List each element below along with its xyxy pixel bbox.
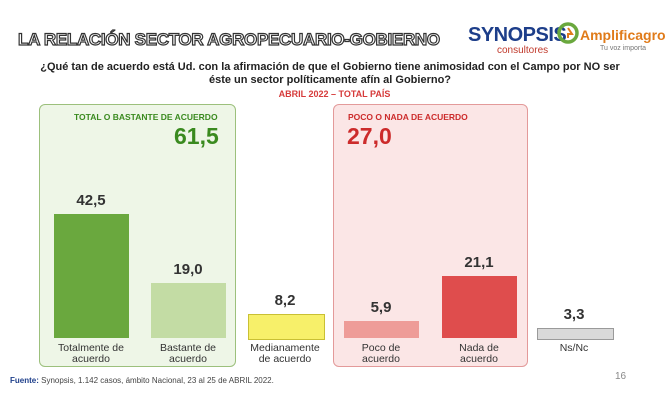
bar-value-label: 42,5 (76, 192, 106, 209)
bar-category-label: Medianamente de acuerdo (240, 343, 330, 365)
amplificagro-logo: Amplificagro (580, 27, 666, 43)
page-title: LA RELACIÓN SECTOR AGROPECUARIO-GOBIERNO (17, 29, 440, 49)
synopsis-logo-subtitle: consultores (497, 45, 549, 56)
chart-subtitle: ABRIL 2022 – TOTAL PAÍS (278, 89, 391, 99)
bar-1 (53, 214, 129, 338)
category-label-line: acuerdo (72, 353, 110, 365)
survey-question: ¿Qué tan de acuerdo está Ud. con la afir… (40, 61, 620, 86)
category-label-line: Bastante de (159, 342, 217, 354)
category-label-line: de acuerdo (258, 353, 312, 365)
bar-value-label: 21,1 (464, 254, 494, 272)
bar-3 (247, 314, 325, 340)
bar-value-label: 3,3 (563, 306, 585, 324)
bar-6 (536, 328, 614, 340)
bar-value-label: 8,2 (274, 292, 296, 310)
bar-value-label: 19,0 (173, 260, 203, 278)
category-label-line: acuerdo (362, 353, 400, 365)
disagree-group-value: 27,0 (347, 123, 392, 149)
bar-category-label: Poco de acuerdo (336, 343, 426, 365)
bar-category-label: Ns/Nc (529, 343, 619, 354)
category-label-line: acuerdo (169, 353, 207, 365)
page-number: 16 (615, 371, 627, 382)
agree-group-label: TOTAL O BASTANTE DE ACUERDO (74, 112, 218, 122)
amplificagro-logo-subtitle: Tu voz importa (600, 45, 647, 52)
bar-4 (343, 320, 419, 338)
bar-value-label: 5,9 (370, 298, 392, 316)
bar-category-label: Totalmente de acuerdo (46, 343, 136, 365)
disagree-group-label: POCO O NADA DE ACUERDO (348, 112, 468, 122)
category-label-line: Ns/Nc (559, 342, 589, 354)
source-text: Synopsis, 1.142 casos, ámbito Nacional, … (38, 376, 274, 385)
amplificagro-logo-icon (557, 22, 579, 44)
agree-group-value: 61,5 (174, 123, 219, 149)
source-label: Fuente: (10, 376, 39, 385)
bar-2 (150, 282, 226, 338)
category-label-line: Medianamente (250, 342, 320, 354)
bar-5 (441, 276, 517, 338)
category-label-line: Poco de (361, 342, 401, 354)
category-label-line: acuerdo (460, 353, 498, 365)
synopsis-logo: SYNOPSIS (468, 24, 567, 46)
category-label-line: Nada de (459, 342, 499, 354)
bar-category-label: Bastante de acuerdo (143, 343, 233, 365)
category-label-line: Totalmente de (58, 342, 124, 354)
source-footer: Fuente: Synopsis, 1.142 casos, ámbito Na… (10, 376, 274, 385)
bar-category-label: Nada de acuerdo (434, 343, 524, 365)
